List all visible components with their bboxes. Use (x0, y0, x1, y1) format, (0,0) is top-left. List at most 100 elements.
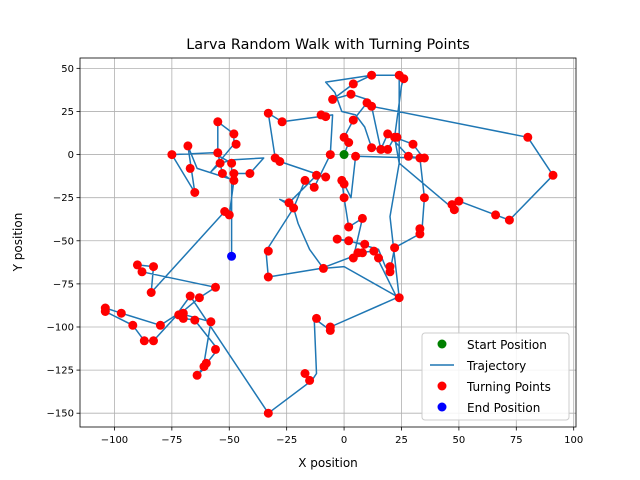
turning-point (504, 215, 514, 225)
turning-point (227, 158, 237, 168)
x-tick-label: −75 (161, 435, 182, 446)
turning-point (339, 193, 349, 203)
turning-point (128, 320, 138, 330)
turning-point (351, 151, 361, 161)
turning-point (309, 182, 319, 192)
start-point (339, 150, 349, 160)
start-end-markers (227, 150, 349, 261)
turning-point (300, 369, 310, 378)
turning-point (316, 110, 326, 120)
turning-point (367, 70, 377, 80)
turning-point (348, 79, 358, 89)
turning-point (328, 94, 338, 104)
turning-point (185, 163, 195, 173)
turning-point (344, 138, 354, 147)
turning-point (383, 129, 393, 139)
turning-point (245, 169, 255, 178)
turning-point (211, 344, 220, 354)
turning-point (312, 313, 321, 323)
y-tick-label: −150 (47, 409, 74, 420)
turning-point (192, 370, 202, 380)
turning-point (369, 246, 379, 256)
turning-point (263, 272, 273, 282)
turning-point (367, 143, 377, 153)
legend-end-marker (437, 402, 447, 412)
turning-point (353, 248, 363, 258)
y-axis-label: Y position (11, 213, 25, 273)
turning-point (419, 193, 429, 203)
turning-point (231, 139, 241, 149)
turning-point (523, 132, 533, 142)
turning-point (305, 375, 315, 385)
tick-labels: −100 −75 −50 −25 0 25 50 75 100 −150 −125 −100 −75 −5… (47, 64, 584, 446)
turning-point (263, 246, 273, 256)
y-tick-label: 0 (68, 150, 74, 161)
turning-point (454, 196, 464, 206)
turning-point (376, 144, 386, 154)
turning-point (360, 239, 370, 249)
end-point (227, 251, 237, 261)
y-tick-label: −100 (47, 322, 74, 333)
legend: Start Position Trajectory Turning Points… (421, 332, 570, 421)
turning-point (284, 198, 294, 208)
turning-point (139, 336, 149, 346)
turning-point (403, 151, 413, 161)
turning-point (178, 313, 188, 323)
turning-point (217, 169, 227, 178)
turning-point (346, 89, 356, 99)
turning-point (185, 291, 195, 301)
turning-point (325, 150, 335, 160)
legend-end-label: End Position (467, 401, 540, 415)
turning-point (419, 153, 429, 163)
turning-point (449, 205, 459, 215)
x-tick-label: 75 (510, 435, 523, 446)
turning-point (211, 282, 220, 292)
turning-point (367, 101, 377, 111)
y-tick-label: 50 (61, 64, 74, 75)
x-tick-label: 50 (453, 435, 466, 446)
chart-title: Larva Random Walk with Turning Points (186, 37, 470, 53)
turning-point (229, 175, 239, 185)
legend-start-marker (437, 339, 447, 349)
x-tick-label: −100 (101, 435, 128, 446)
turning-point (390, 243, 400, 253)
turning-point (394, 293, 404, 303)
y-tick-label: −50 (53, 236, 74, 247)
turning-point (263, 408, 273, 418)
turning-point (100, 307, 110, 316)
turning-point (194, 293, 204, 303)
turning-point (385, 267, 395, 277)
turning-point (167, 150, 177, 160)
y-tick-label: −125 (47, 366, 74, 377)
turning-point (199, 362, 209, 372)
x-tick-label: 25 (395, 435, 408, 446)
x-tick-label: −25 (276, 435, 297, 446)
turning-point (325, 325, 335, 335)
legend-start-label: Start Position (467, 338, 547, 352)
turning-point (190, 315, 200, 325)
turning-point (183, 141, 193, 151)
x-tick-label: 0 (341, 435, 347, 446)
x-axis-label: X position (298, 456, 358, 470)
turning-point (321, 172, 331, 182)
turning-point (339, 179, 349, 189)
plot-frame (79, 57, 577, 428)
turning-point (312, 170, 321, 180)
turning-points (100, 70, 558, 418)
turning-point (300, 175, 310, 185)
turning-point (155, 320, 165, 330)
turning-point (344, 222, 354, 232)
turning-point (213, 148, 223, 158)
turning-point (548, 170, 558, 180)
turning-point (344, 236, 354, 246)
legend-turning-points-label: Turning Points (466, 380, 551, 394)
x-tick-label: 100 (564, 435, 583, 446)
turning-point (190, 188, 200, 197)
x-tick-label: −50 (219, 435, 240, 446)
turning-point (206, 317, 216, 327)
turning-point (146, 288, 156, 297)
turning-point (213, 117, 223, 127)
turning-point (348, 115, 358, 125)
turning-point (392, 132, 402, 142)
